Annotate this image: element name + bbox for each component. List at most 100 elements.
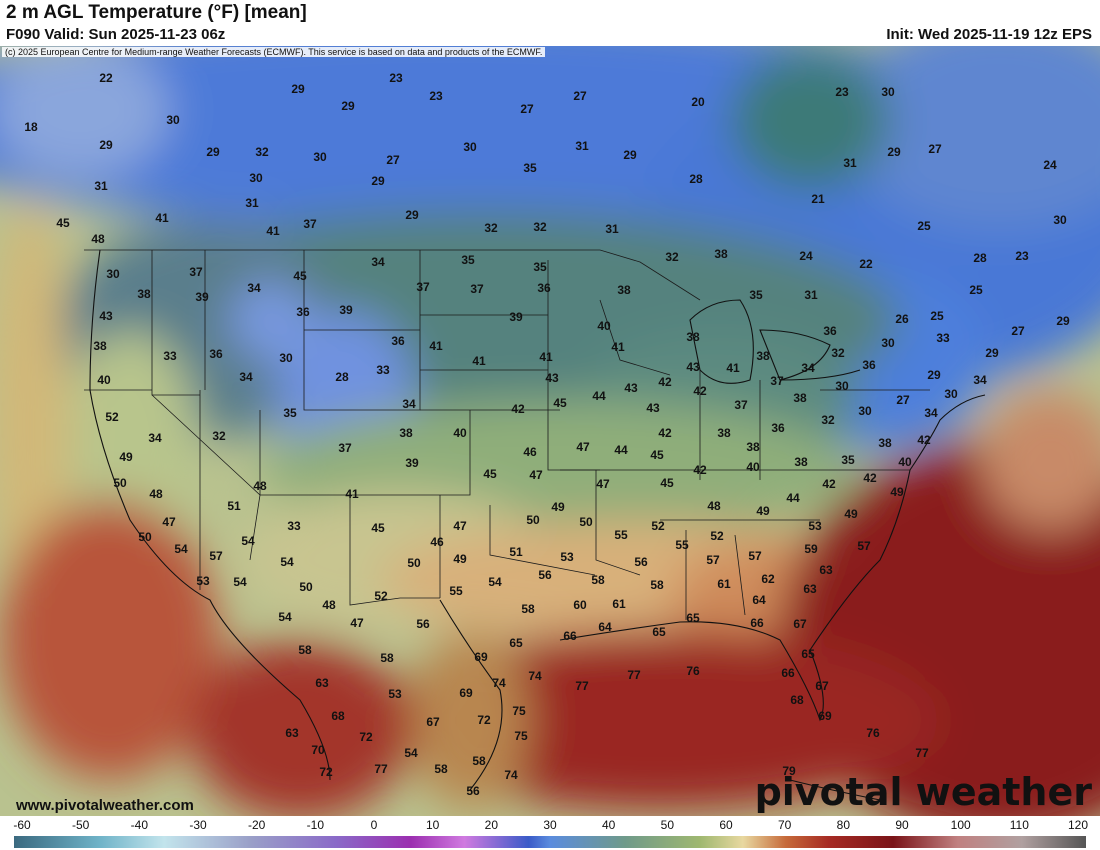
colorbar-tick-label: 120 <box>1067 818 1089 832</box>
temperature-label: 27 <box>520 102 534 116</box>
temperature-label: 40 <box>597 319 611 333</box>
temperature-field <box>0 46 1100 816</box>
temperature-label: 29 <box>985 346 999 360</box>
temperature-label: 47 <box>529 468 543 482</box>
colorbar-tick-label: 80 <box>836 818 851 832</box>
temperature-label: 27 <box>928 142 942 156</box>
temperature-label: 43 <box>545 371 559 385</box>
temperature-label: 43 <box>646 401 660 415</box>
temperature-label: 36 <box>209 347 223 361</box>
temperature-label: 58 <box>521 602 535 616</box>
temperature-label: 47 <box>453 519 467 533</box>
temperature-label: 39 <box>405 456 419 470</box>
temperature-label: 75 <box>514 729 528 743</box>
temperature-label: 50 <box>299 580 313 594</box>
temperature-label: 24 <box>1043 158 1057 172</box>
colorbar-tick-label: 60 <box>719 818 733 832</box>
temperature-label: 30 <box>166 113 180 127</box>
temperature-label: 30 <box>463 140 477 154</box>
temperature-label: 46 <box>523 445 537 459</box>
temperature-label: 38 <box>714 247 728 261</box>
temperature-label: 30 <box>944 387 958 401</box>
temperature-label: 30 <box>1053 213 1067 227</box>
temperature-label: 64 <box>752 593 766 607</box>
temperature-label: 33 <box>163 349 177 363</box>
temperature-label: 33 <box>376 363 390 377</box>
coastlines <box>89 249 986 801</box>
temperature-label: 77 <box>374 762 388 776</box>
temperature-label: 66 <box>563 629 577 643</box>
temperature-label: 36 <box>296 305 310 319</box>
temperature-label: 37 <box>189 265 203 279</box>
temperature-label: 47 <box>576 440 590 454</box>
temperature-label: 32 <box>831 346 845 360</box>
temperature-label: 54 <box>241 534 255 548</box>
temperature-label: 29 <box>1056 314 1070 328</box>
temperature-label: 38 <box>686 330 700 344</box>
temperature-label: 34 <box>924 406 938 420</box>
temperature-label: 50 <box>526 513 540 527</box>
temperature-label: 58 <box>380 651 394 665</box>
temperature-label: 24 <box>799 249 813 263</box>
temperature-label: 36 <box>391 334 405 348</box>
website-url[interactable]: www.pivotalweather.com <box>16 797 194 814</box>
temperature-label: 55 <box>449 584 463 598</box>
temperature-label: 38 <box>793 391 807 405</box>
temperature-label: 58 <box>472 754 486 768</box>
temperature-label: 39 <box>339 303 353 317</box>
temperature-label: 65 <box>801 647 815 661</box>
temperature-label: 66 <box>750 616 764 630</box>
temperature-label: 42 <box>658 375 672 389</box>
temperature-colorbar: -60 -50 -40 -30 -20 -10 0 10 20 30 40 50 60 70 80 90 100… <box>0 816 1100 850</box>
temperature-label: 52 <box>710 529 724 543</box>
temperature-label: 36 <box>862 358 876 372</box>
colorbar-tick-label: -30 <box>189 818 207 832</box>
temperature-label: 43 <box>99 309 113 323</box>
temperature-label: 31 <box>94 179 108 193</box>
temperature-label: 36 <box>823 324 837 338</box>
temperature-label: 35 <box>523 161 537 175</box>
colorbar-tick-label: -20 <box>247 818 266 832</box>
temperature-map[interactable]: 22 18 30 29 23 29 23 27 27 20 23 30 29 29 32 30 27 30 31 29… <box>0 46 1100 816</box>
temperature-label: 60 <box>573 598 587 612</box>
temperature-label: 51 <box>509 545 523 559</box>
temperature-label: 40 <box>746 460 760 474</box>
temperature-label: 74 <box>492 676 506 690</box>
temperature-label: 55 <box>614 528 628 542</box>
temperature-label: 28 <box>973 251 987 265</box>
temperature-label: 38 <box>717 426 731 440</box>
temperature-label: 32 <box>821 413 835 427</box>
temperature-label: 58 <box>650 578 664 592</box>
temperature-label: 25 <box>969 283 983 297</box>
temperature-label: 50 <box>113 476 127 490</box>
temperature-label: 44 <box>592 389 606 403</box>
temperature-label: 29 <box>371 174 385 188</box>
temperature-label: 44 <box>786 491 800 505</box>
temperature-label: 48 <box>91 232 105 246</box>
temperature-label: 37 <box>770 374 784 388</box>
temperature-label: 35 <box>283 406 297 420</box>
temperature-label: 45 <box>660 476 674 490</box>
temperature-label: 38 <box>794 455 808 469</box>
temperature-label: 28 <box>335 370 349 384</box>
temperature-label: 33 <box>936 331 950 345</box>
temperature-label: 32 <box>665 250 679 264</box>
colorbar-tick-label: -40 <box>130 818 148 832</box>
temperature-label: 31 <box>843 156 857 170</box>
temperature-label: 72 <box>359 730 373 744</box>
temperature-label: 31 <box>804 288 818 302</box>
colorbar-tick-label: -10 <box>306 818 324 832</box>
temperature-label: 79 <box>782 764 796 778</box>
temperature-label: 38 <box>93 339 107 353</box>
temperature-label: 54 <box>280 555 294 569</box>
temperature-label: 58 <box>591 573 605 587</box>
temperature-label: 42 <box>917 433 931 447</box>
temperature-label: 42 <box>693 384 707 398</box>
temperature-label: 49 <box>844 507 858 521</box>
map-title: 2 m AGL Temperature (°F) [mean] <box>6 2 307 23</box>
ecmwf-credit: (c) 2025 European Centre for Medium-rang… <box>2 47 546 57</box>
temperature-label: 30 <box>881 336 895 350</box>
map-header: 2 m AGL Temperature (°F) [mean] F090 Val… <box>0 0 1100 46</box>
colorbar-tick-label: 10 <box>425 818 440 832</box>
colorbar-tick-label: 70 <box>777 818 792 832</box>
